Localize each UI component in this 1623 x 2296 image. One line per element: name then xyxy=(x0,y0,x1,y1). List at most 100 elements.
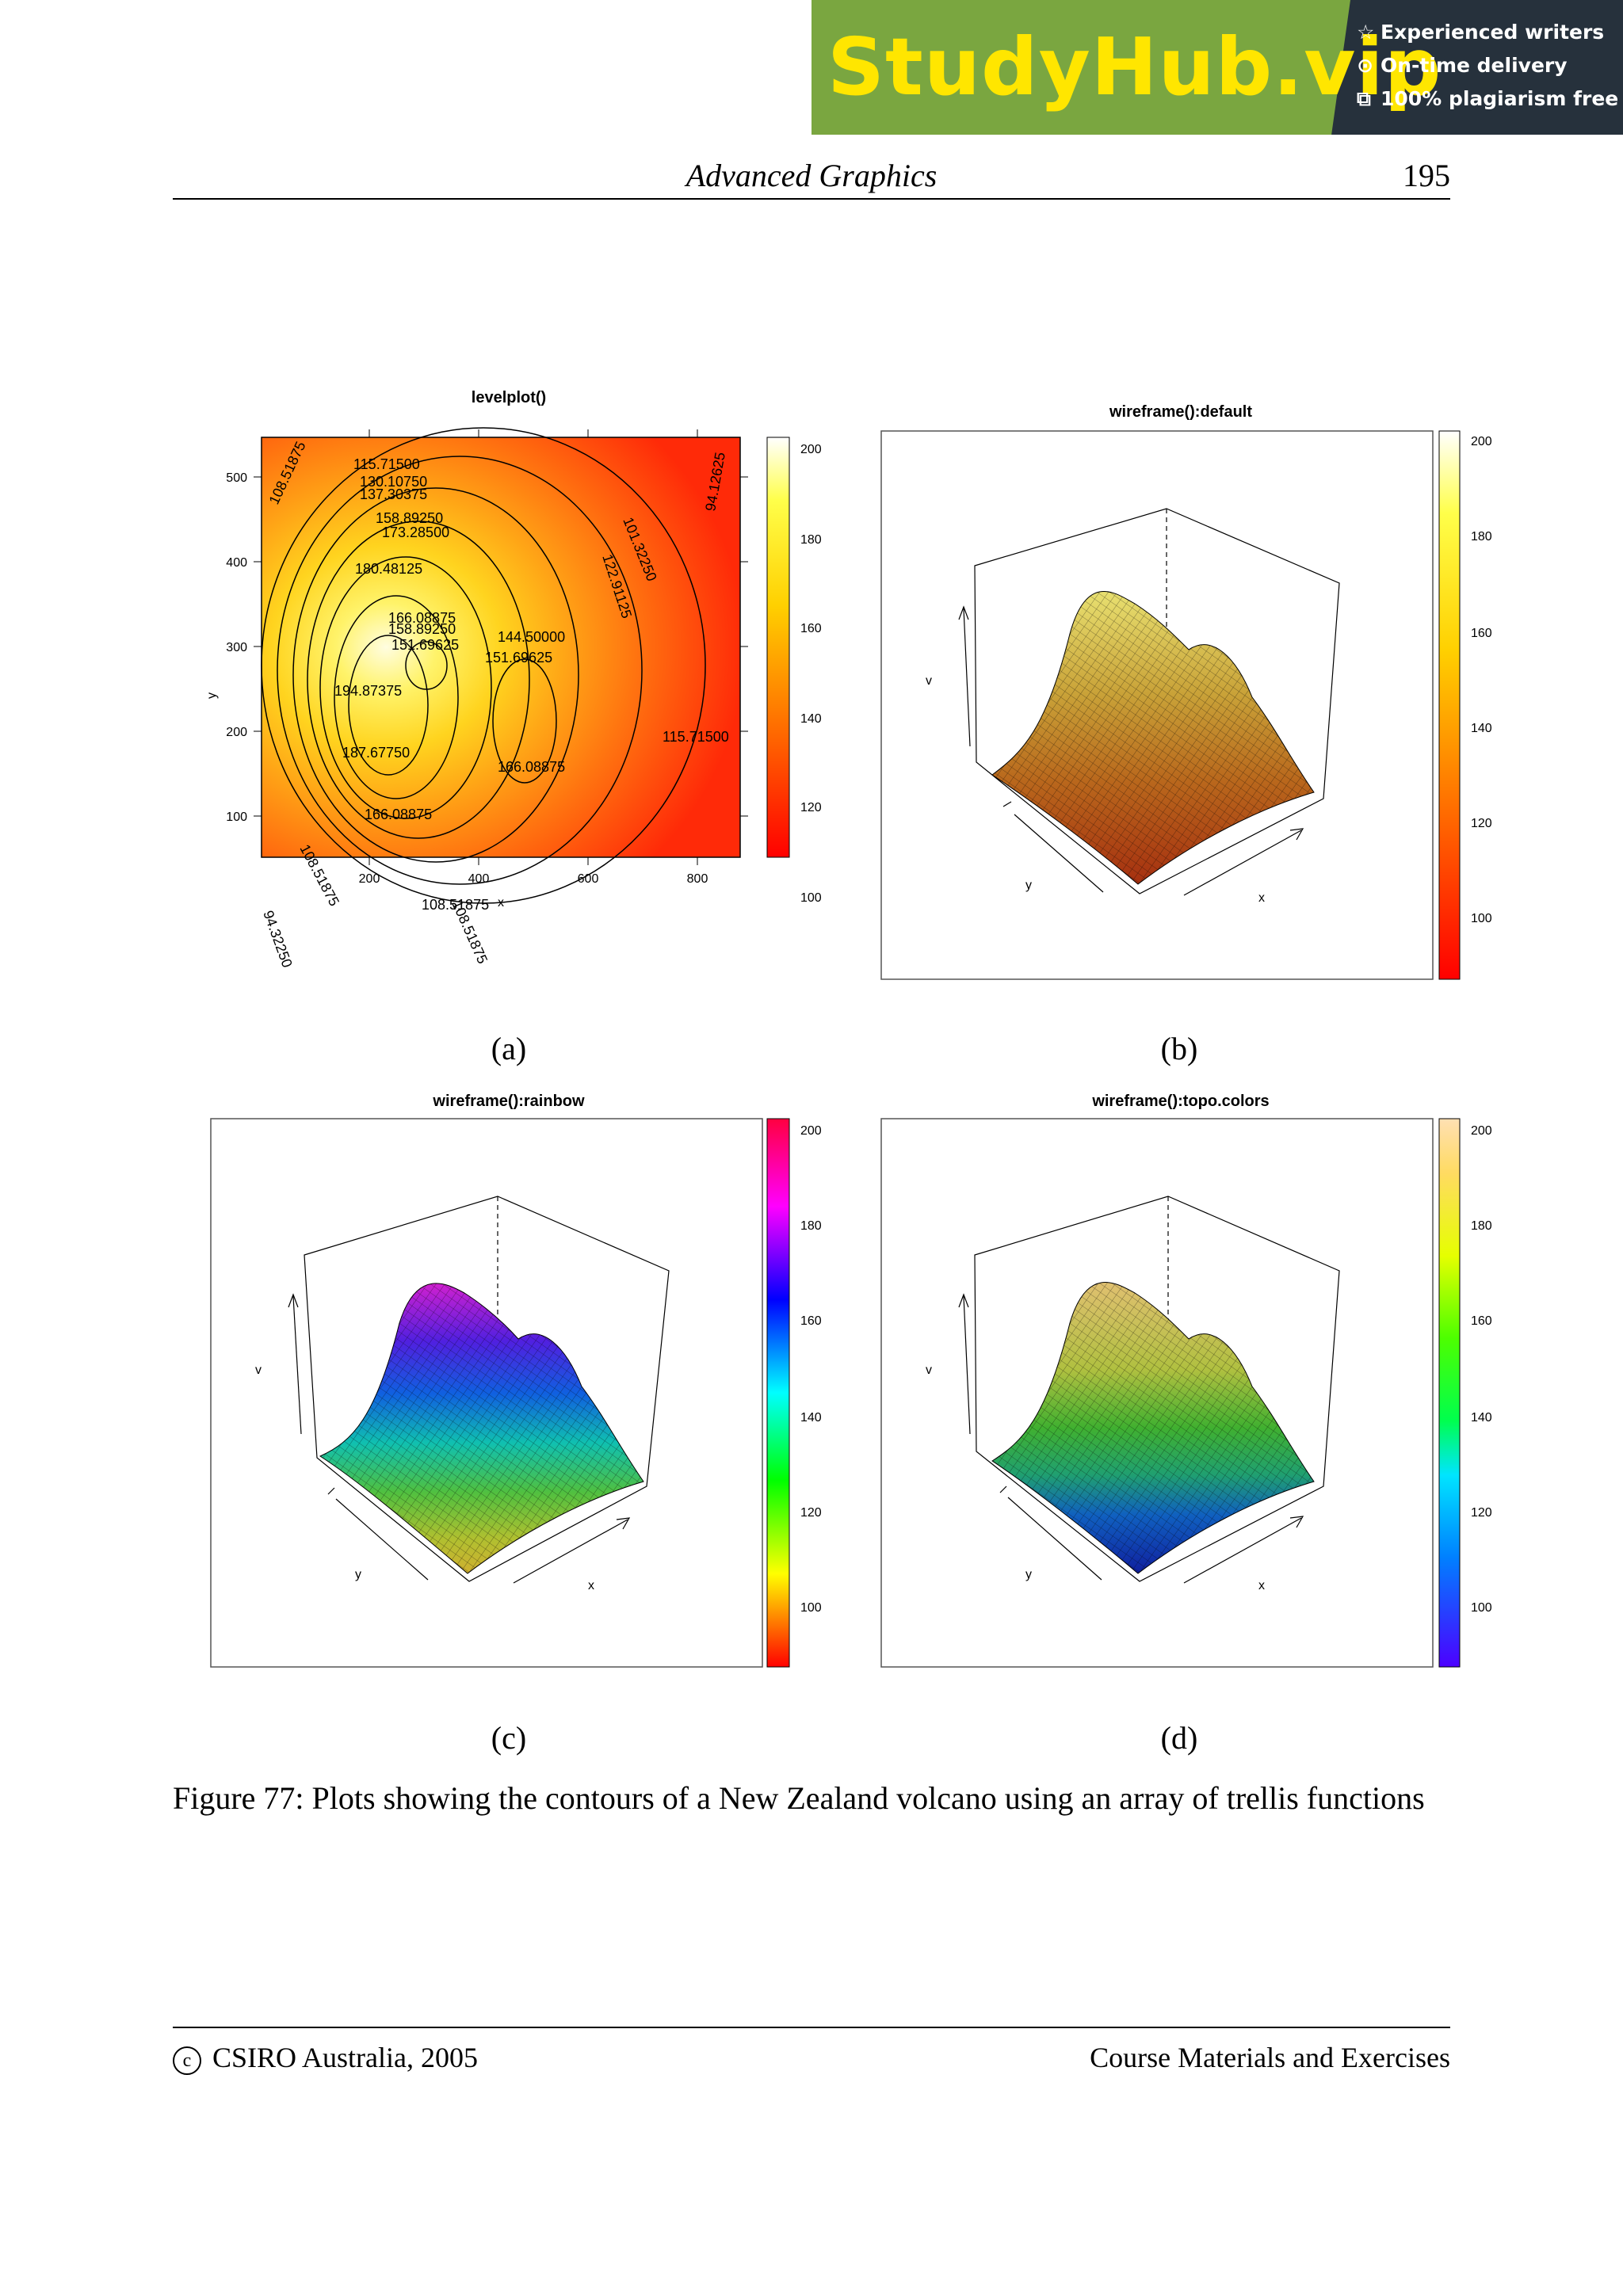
clock-icon: ⊙ xyxy=(1357,54,1373,77)
running-title: Advanced Graphics xyxy=(685,158,938,193)
axis-label-x: x xyxy=(1258,1579,1265,1592)
colorkey-label: 160 xyxy=(800,622,822,635)
axis-arrows xyxy=(288,1293,631,1584)
colorkey-label: 100 xyxy=(1471,912,1492,925)
colorkey-label: 120 xyxy=(800,1506,822,1520)
figure-caption: Figure 77: Plots showing the contours of… xyxy=(173,1780,1425,1816)
axis-label-y: y xyxy=(355,1568,361,1581)
levelplot-panel: levelplot() 115.71500 130.10750 137.3037… xyxy=(205,389,822,970)
axis-label-v: v xyxy=(926,1363,932,1377)
contour-label: 194.87375 xyxy=(334,683,402,699)
y-tick: 200 xyxy=(226,726,247,739)
axis-label-v: v xyxy=(255,1363,262,1377)
brand-logo[interactable]: StudyHub.vip xyxy=(827,21,1442,113)
page-footer: c CSIRO Australia, 2005 Course Materials … xyxy=(173,2027,1450,2084)
colorkey-label: 180 xyxy=(800,533,822,547)
surface-mesh xyxy=(320,1283,643,1573)
colorkey: 200 180 160 140 120 100 xyxy=(1438,1118,1492,1668)
colorkey-label: 160 xyxy=(1471,627,1492,640)
subfigure-label-b: (b) xyxy=(1160,1031,1198,1066)
banner-brand-area xyxy=(812,0,1327,135)
contour-label: 166.08875 xyxy=(365,807,432,822)
axis-arrows xyxy=(958,605,1304,896)
panel-title: wireframe():default xyxy=(1109,403,1252,421)
panel-title: levelplot() xyxy=(472,389,546,406)
y-tick: 500 xyxy=(226,471,247,485)
colorkey-label: 180 xyxy=(800,1219,822,1233)
colorkey-label: 100 xyxy=(800,1601,822,1615)
feature-text: 100% plagiarism free xyxy=(1381,87,1619,110)
bounding-box xyxy=(974,508,1340,894)
colorkey-label: 120 xyxy=(1471,1506,1492,1520)
contour-label: 166.08875 xyxy=(388,610,456,626)
contour-lines xyxy=(261,427,706,904)
running-head: Advanced Graphics 195 xyxy=(173,151,1450,200)
axis-label-v: v xyxy=(926,674,932,688)
copy-icon: ⧉ xyxy=(1357,87,1371,110)
contour-label: 158.89250 xyxy=(388,621,456,637)
colorkey: 200 180 160 140 120 100 xyxy=(766,437,822,905)
axis-label-y: y xyxy=(1025,1568,1032,1581)
x-tick: 600 xyxy=(578,872,599,886)
x-tick: 400 xyxy=(468,872,490,886)
x-tick: 200 xyxy=(359,872,380,886)
wireframe-topo-panel: wireframe():topo.colors v y x 200 180 16… xyxy=(880,1093,1492,1668)
contour-label: 115.71500 xyxy=(353,456,420,472)
contour-label: 166.08875 xyxy=(498,759,565,775)
colorkey: 200 180 160 140 120 100 xyxy=(766,1118,822,1668)
contour-label: 108.51875 xyxy=(422,897,489,913)
y-tick: 400 xyxy=(226,556,247,570)
x-axis: 200 400 600 800 x xyxy=(359,429,708,910)
colorkey-label: 140 xyxy=(800,712,822,726)
colorkey-label: 160 xyxy=(1471,1314,1492,1328)
colorkey-label: 200 xyxy=(800,443,822,456)
bounding-box xyxy=(974,1196,1340,1582)
copyright-text: CSIRO Australia, 2005 xyxy=(212,2042,479,2073)
panel-frame xyxy=(210,1118,763,1668)
panel-title: wireframe():topo.colors xyxy=(1091,1093,1269,1110)
colorkey-label: 140 xyxy=(800,1411,822,1425)
contour-label: 187.67750 xyxy=(342,745,410,761)
footer-copyright: c CSIRO Australia, 2005 xyxy=(173,2041,478,2075)
colorkey-label: 180 xyxy=(1471,530,1492,543)
colorkey-label: 120 xyxy=(1471,817,1492,830)
page-number: 195 xyxy=(1403,158,1450,193)
panel-title: wireframe():rainbow xyxy=(432,1093,585,1110)
y-tick: 300 xyxy=(226,641,247,654)
colorkey-label: 140 xyxy=(1471,1411,1492,1425)
wireframe-rainbow-panel: wireframe():rainbow v y x 200 180 160 14… xyxy=(210,1093,822,1668)
panel-frame xyxy=(880,1118,1434,1668)
surface-mesh xyxy=(992,1282,1314,1573)
contour-label: 173.28500 xyxy=(382,524,449,540)
subfigure-label-d: (d) xyxy=(1160,1720,1198,1756)
colorkey-bar xyxy=(766,1118,790,1668)
colorkey-bar xyxy=(766,437,790,858)
contour-label: 180.48125 xyxy=(355,561,422,577)
bounding-box xyxy=(304,1196,670,1582)
y-axis: 100 200 300 400 500 y xyxy=(205,471,748,824)
footer-course: Course Materials and Exercises xyxy=(1090,2042,1450,2073)
feature-plagiarism: ⧉ 100% plagiarism free xyxy=(1357,87,1618,111)
axis-label-x: x xyxy=(588,1579,594,1592)
axis-label-y: y xyxy=(1025,879,1032,892)
feature-ontime: ⊙ On-time delivery xyxy=(1357,54,1568,77)
contour-label: 144.50000 xyxy=(498,629,565,645)
contour-label: 137.30375 xyxy=(360,486,427,502)
colorkey-label: 120 xyxy=(800,801,822,814)
colorkey: 200 180 160 140 120 100 xyxy=(1438,430,1492,980)
wireframe-default-panel: wireframe():default v y x 200 180 160 14… xyxy=(880,403,1492,980)
y-axis-label: y xyxy=(205,692,219,699)
colorkey-label: 200 xyxy=(1471,1124,1492,1138)
promo-banner[interactable]: StudyHub.vip ☆ Experienced writers ⊙ On-ti… xyxy=(812,0,1623,135)
panel-frame xyxy=(880,430,1434,980)
colorkey-label: 180 xyxy=(1471,1219,1492,1233)
contour-label: 151.69625 xyxy=(391,637,459,653)
axis-label-x: x xyxy=(1258,891,1265,905)
contour-label: 130.10750 xyxy=(360,474,427,490)
copyright-icon: c xyxy=(173,2046,201,2075)
colorkey-label: 140 xyxy=(1471,722,1492,735)
colorkey-bar xyxy=(1438,430,1461,980)
colorkey-label: 160 xyxy=(800,1314,822,1328)
subfigure-label-a: (a) xyxy=(491,1031,527,1066)
colorkey-bar xyxy=(1438,1118,1461,1668)
